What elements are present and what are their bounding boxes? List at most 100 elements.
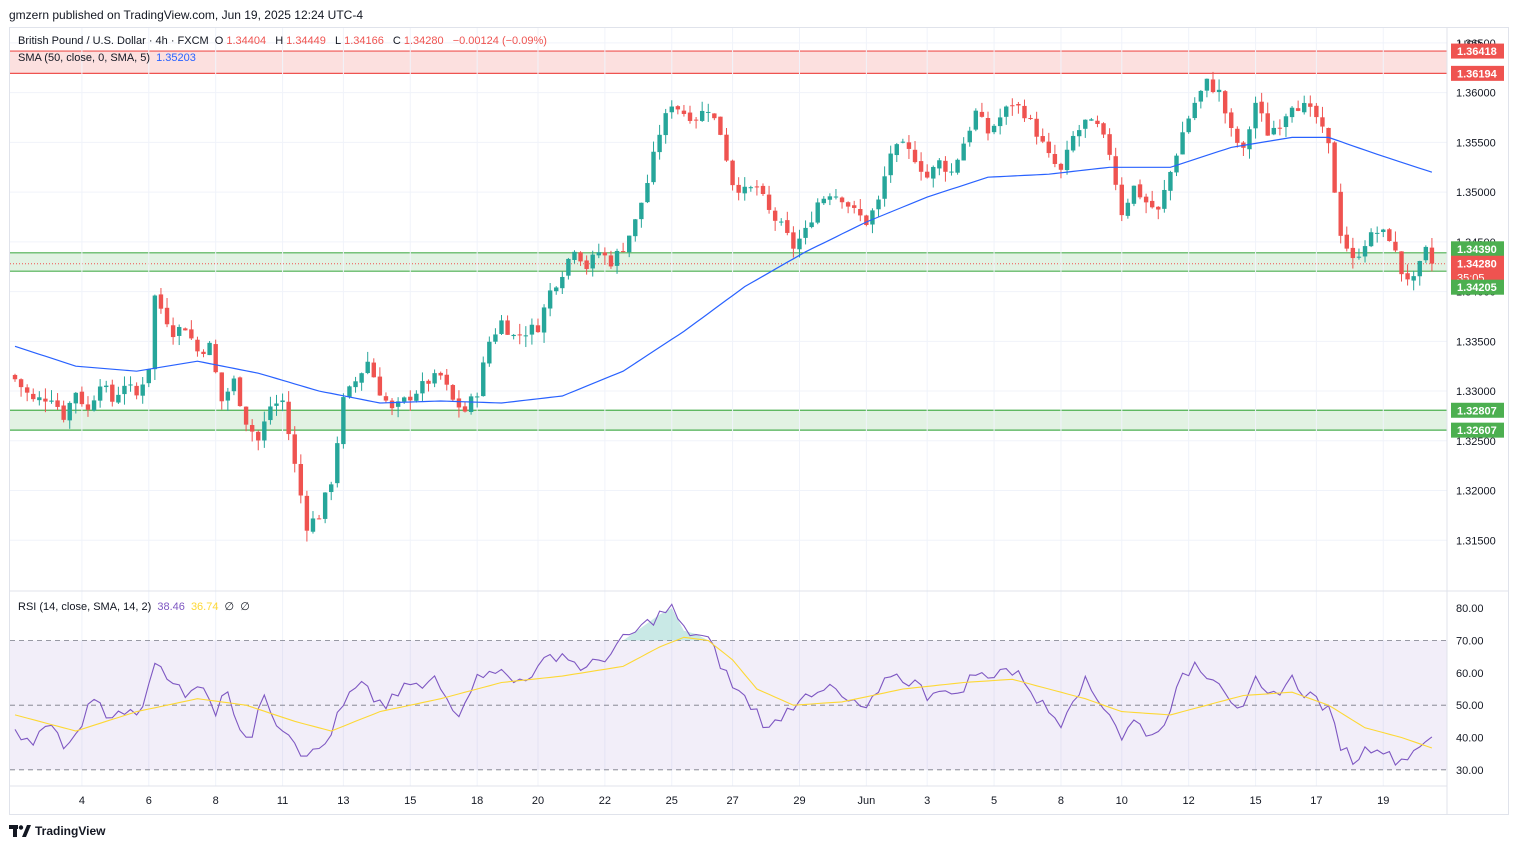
time-tick-label: 25 bbox=[666, 795, 678, 807]
candle-up bbox=[894, 144, 899, 156]
candle-up bbox=[870, 210, 875, 225]
candle-down bbox=[164, 307, 170, 325]
rsi-extra-1: ∅ bbox=[224, 601, 235, 613]
candle-down bbox=[1265, 113, 1270, 136]
candle-up bbox=[1247, 129, 1252, 150]
candle-down bbox=[389, 400, 395, 409]
candle-down bbox=[377, 376, 383, 396]
resistance-zone bbox=[10, 51, 1447, 74]
candle-up bbox=[529, 324, 535, 335]
rsi-label: RSI (14, close, SMA, 14, 2) bbox=[18, 601, 152, 613]
candle-down bbox=[158, 294, 164, 309]
candle-down bbox=[864, 215, 869, 225]
price-label: 1.34390 bbox=[1457, 244, 1497, 256]
price-tick-label: 1.33000 bbox=[1456, 386, 1496, 398]
candle-down bbox=[1308, 103, 1313, 107]
candle-up bbox=[310, 518, 316, 532]
candle-up bbox=[541, 307, 547, 333]
candle-up bbox=[1302, 102, 1307, 113]
candle-down bbox=[1429, 247, 1435, 264]
candle-down bbox=[985, 118, 991, 134]
candle-up bbox=[432, 373, 437, 384]
candle-up bbox=[809, 222, 814, 228]
candle-down bbox=[760, 185, 766, 194]
candle-down bbox=[1387, 229, 1392, 241]
candle-up bbox=[961, 143, 966, 161]
candle-down bbox=[736, 184, 741, 193]
candle-down bbox=[1016, 103, 1021, 106]
candle-down bbox=[730, 160, 735, 186]
candle-up bbox=[207, 342, 212, 356]
candle-down bbox=[316, 518, 322, 520]
candle-down bbox=[1399, 251, 1404, 275]
candle-up bbox=[1186, 118, 1191, 133]
candle-down bbox=[249, 425, 255, 432]
candle-up bbox=[280, 400, 285, 403]
candle-up bbox=[511, 334, 516, 337]
candle-up bbox=[1070, 135, 1076, 151]
candle-down bbox=[1058, 163, 1064, 170]
candle-up bbox=[1423, 246, 1429, 261]
candle-down bbox=[18, 379, 24, 388]
candle-up bbox=[1125, 202, 1131, 216]
candle-up bbox=[633, 219, 638, 237]
time-tick-label: 22 bbox=[599, 795, 611, 807]
candle-up bbox=[1131, 185, 1137, 204]
brand-name: TradingView bbox=[35, 824, 106, 838]
candle-up bbox=[888, 153, 893, 176]
price-label-bg bbox=[1451, 402, 1504, 418]
time-tick-label: 8 bbox=[213, 795, 219, 807]
candle-up bbox=[359, 373, 364, 383]
candle-up bbox=[262, 421, 267, 441]
zone-layer bbox=[10, 50, 1447, 431]
candle-up bbox=[1198, 90, 1204, 102]
candle-down bbox=[505, 320, 510, 335]
candle-up bbox=[1253, 102, 1258, 129]
candle-up bbox=[827, 196, 833, 200]
close-label: C bbox=[392, 35, 401, 47]
candle-down bbox=[444, 374, 449, 385]
time-tick-label: 19 bbox=[1377, 795, 1389, 807]
candle-down bbox=[1107, 134, 1112, 155]
candle-down bbox=[1046, 141, 1052, 154]
candle-down bbox=[1095, 120, 1100, 124]
candle-down bbox=[1143, 196, 1149, 203]
candle-up bbox=[523, 335, 529, 337]
candle-down bbox=[791, 232, 796, 249]
candle-down bbox=[724, 134, 729, 161]
high-label: H bbox=[275, 35, 284, 47]
candle-up bbox=[37, 397, 42, 401]
candle-down bbox=[712, 113, 717, 119]
price-tick-label: 1.35000 bbox=[1456, 187, 1496, 199]
sma-legend[interactable]: SMA (50, close, 0, SMA, 5) 1.35203 bbox=[18, 52, 199, 64]
candle-up bbox=[554, 287, 559, 292]
candle-up bbox=[1174, 155, 1179, 173]
low-value: 1.34166 bbox=[344, 35, 384, 47]
candle-up bbox=[590, 254, 595, 269]
candle-up bbox=[73, 392, 79, 404]
candle-up bbox=[1289, 107, 1295, 118]
symbol-title: British Pound / U.S. Dollar · 4h · FXCM bbox=[18, 35, 209, 47]
candle-down bbox=[602, 252, 608, 256]
time-tick-label: 29 bbox=[793, 795, 805, 807]
candle-down bbox=[681, 110, 687, 114]
brand[interactable]: TradingView bbox=[9, 824, 105, 838]
candle-up bbox=[116, 394, 121, 403]
candle-up bbox=[669, 106, 674, 113]
main-legend[interactable]: British Pound / U.S. Dollar · 4h · FXCM … bbox=[18, 35, 550, 47]
candle-up bbox=[322, 492, 328, 519]
candle-up bbox=[468, 396, 474, 413]
candle-down bbox=[1028, 118, 1033, 120]
price-tick-label: 1.36000 bbox=[1456, 88, 1496, 100]
price-label: 1.36194 bbox=[1457, 68, 1498, 80]
rsi-tick-label: 60.00 bbox=[1456, 668, 1484, 680]
candle-up bbox=[991, 125, 997, 133]
time-tick-label: Jun bbox=[857, 795, 875, 807]
rsi-sma-value: 36.74 bbox=[190, 601, 219, 613]
candle-up bbox=[900, 141, 906, 143]
rsi-legend[interactable]: RSI (14, close, SMA, 14, 2) 38.46 36.74 … bbox=[18, 600, 253, 613]
candle-down bbox=[462, 406, 468, 412]
candle-down bbox=[1222, 91, 1228, 114]
candle-up bbox=[1162, 189, 1167, 209]
